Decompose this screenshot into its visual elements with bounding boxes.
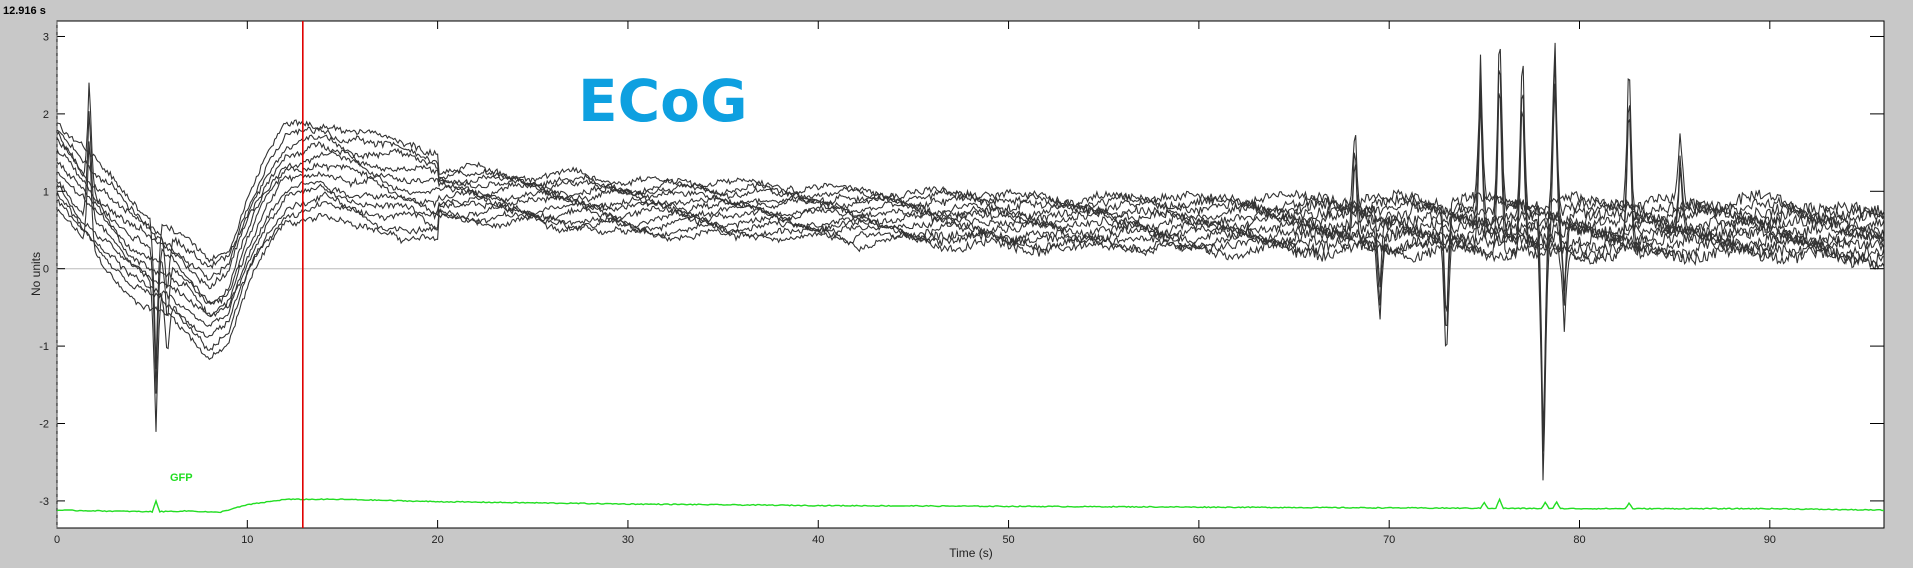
x-tick-label: 20	[432, 534, 444, 546]
plot-area[interactable]	[56, 20, 1885, 529]
ecog-trace	[56, 119, 1885, 439]
ecog-trace	[56, 167, 1885, 481]
ecog-trace	[56, 69, 1885, 318]
ecog-trace	[56, 42, 1885, 289]
ecog-trace	[56, 93, 1885, 351]
chart-title: ECoG	[578, 67, 748, 135]
ecog-trace	[56, 148, 1885, 452]
ecog-trace	[56, 65, 1885, 290]
x-tick-label: 40	[812, 534, 824, 546]
current-time-readout: 12.916 s	[3, 5, 46, 17]
x-tick-label: 50	[1002, 534, 1014, 546]
x-tick-label: 60	[1193, 534, 1205, 546]
gfp-label: GFP	[170, 472, 193, 484]
ecog-trace	[56, 111, 1885, 361]
x-axis-label: Time (s)	[949, 546, 993, 560]
x-tick-label: 0	[54, 534, 60, 546]
x-tick-label: 30	[622, 534, 634, 546]
y-tick-label: 3	[43, 31, 49, 43]
x-tick-label: 70	[1383, 534, 1395, 546]
y-tick-label: 1	[43, 186, 49, 198]
x-tick-label: 90	[1764, 534, 1776, 546]
y-tick-label: -3	[39, 496, 49, 508]
ecog-trace	[56, 57, 1885, 317]
y-axis-label: No units	[29, 252, 43, 296]
y-tick-label: -1	[39, 341, 49, 353]
y-tick-label: 0	[43, 264, 49, 276]
x-tick-label: 10	[241, 534, 253, 546]
y-tick-label: 2	[43, 109, 49, 121]
ecog-trace	[56, 83, 1885, 350]
x-tick-label: 80	[1573, 534, 1585, 546]
y-tick-label: -2	[39, 419, 49, 431]
gfp-trace	[56, 497, 1885, 514]
